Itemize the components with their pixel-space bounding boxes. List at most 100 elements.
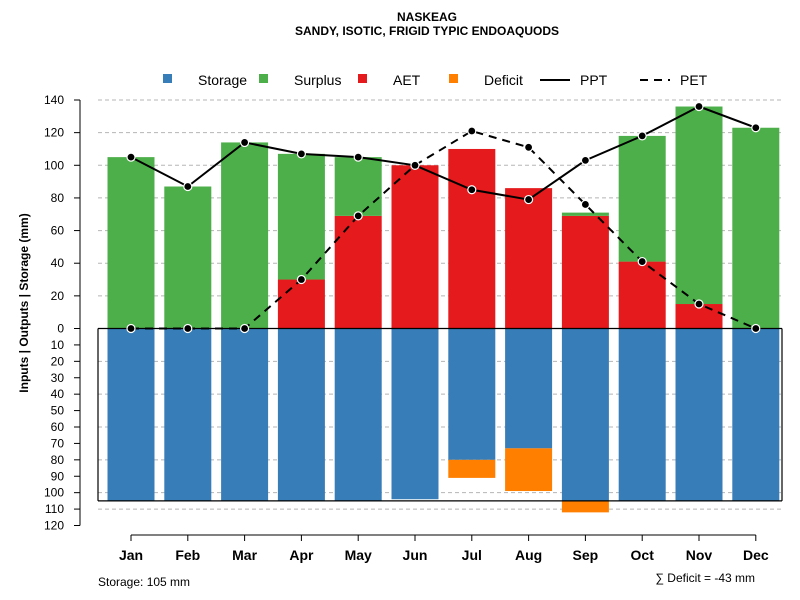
pet-point [580,199,591,210]
legend-swatch [358,74,367,83]
x-tick-label: Jan [119,547,143,563]
deficit-bar [505,448,553,492]
storage-bar [221,328,269,501]
gridlines [98,99,782,510]
surplus-bar [277,153,325,280]
legend-label: AET [393,72,421,88]
ppt-point [580,155,591,165]
y-tick-label: 70 [51,436,65,450]
pet-point [240,323,250,334]
pet-point [751,323,761,334]
storage-bar [334,328,382,501]
legend-swatch [259,74,268,83]
ppt-point [523,194,534,205]
x-tick-label: Mar [232,547,257,563]
y-tick-label: 20 [51,354,65,368]
y-tick-label: 30 [51,371,65,385]
x-tick-label: Nov [686,547,713,563]
storage-bar [107,328,155,501]
pet-point [637,256,647,267]
surplus-bar [732,127,780,329]
y-tick-label: 40 [51,256,65,270]
lines [126,101,761,334]
x-tick-label: May [345,547,372,563]
storage-bar [732,328,780,501]
legend-label: PET [680,72,708,88]
y-axis-label: Inputs | Outputs | Storage (mm) [17,213,31,392]
pet-point [694,299,704,309]
ppt-point [126,152,136,162]
y-tick-label: 40 [51,387,65,401]
pet-line [131,129,757,330]
x-tick-label: Feb [175,547,200,563]
ppt-point [694,101,704,112]
x-tick-label: Aug [515,547,542,563]
bars [107,106,780,513]
storage-bar [675,328,723,501]
x-tick-label: Jun [403,547,428,563]
surplus-bar [221,142,269,329]
ppt-point [637,131,647,141]
surplus-bar [618,135,666,262]
legend: Storage Surplus AET Deficit PPT PET [163,72,708,88]
aet-bar [505,188,553,329]
pet-point [353,211,363,221]
y-tick-label: 80 [51,453,65,467]
aet-bar [334,215,382,329]
y-tick-label: 80 [51,191,65,205]
surplus-bar [164,186,212,329]
y-tick-label: 100 [44,158,64,172]
y-tick-label: 0 [57,322,64,336]
storage-note: Storage: 105 mm [98,575,190,589]
chart-title: NASKEAG [397,10,457,24]
legend-label: Storage [198,72,247,88]
aet-bar [277,279,325,329]
y-tick-label: 120 [44,519,64,533]
x-tick-label: Dec [743,547,769,563]
surplus-bar [675,106,723,305]
storage-bar [448,328,496,460]
deficit-bar [448,459,496,478]
storage-bar [618,328,666,501]
legend-label: PPT [580,72,608,88]
y-tick-label: 10 [51,338,65,352]
deficit-note: ∑ Deficit = -43 mm [655,571,755,585]
y-tick-label: 60 [51,420,65,434]
ppt-point [240,137,250,148]
pet-point [467,126,477,136]
aet-bar [561,215,609,329]
ppt-point [353,152,363,162]
storage-bar [164,328,212,501]
pet-point [296,274,306,285]
y-tick-label: 100 [44,486,64,500]
ppt-point [410,160,420,170]
axes: 0 20 40 60 80 100 120 140 10 20 30 40 50 60 70 80 90 100 1… [44,93,783,563]
y-tick-label: 20 [51,289,65,303]
x-tick-label: Oct [631,547,655,563]
pet-point [126,323,136,334]
deficit-bar [561,500,609,513]
legend-label: Surplus [294,72,341,88]
legend-label: Deficit [484,72,523,88]
y-tick-label: 50 [51,404,65,418]
pet-point [523,142,534,152]
storage-bar [277,328,325,501]
x-tick-label: Sep [573,547,599,563]
y-tick-label: 140 [44,93,64,107]
aet-bar [448,148,496,329]
storage-bar [505,328,553,449]
aet-bar [618,261,666,329]
y-tick-label: 120 [44,126,64,140]
y-tick-label: 110 [45,502,64,516]
ppt-point [751,123,761,133]
legend-swatch [449,74,458,83]
chart-subtitle: SANDY, ISOTIC, FRIGID TYPIC ENDOAQUODS [295,24,559,38]
surplus-bar [561,212,609,216]
y-tick-label: 90 [51,469,65,483]
ppt-point [183,181,193,192]
storage-bar [391,328,439,500]
ppt-line [130,105,757,201]
ppt-point [467,185,477,195]
ppt-point [296,149,306,159]
